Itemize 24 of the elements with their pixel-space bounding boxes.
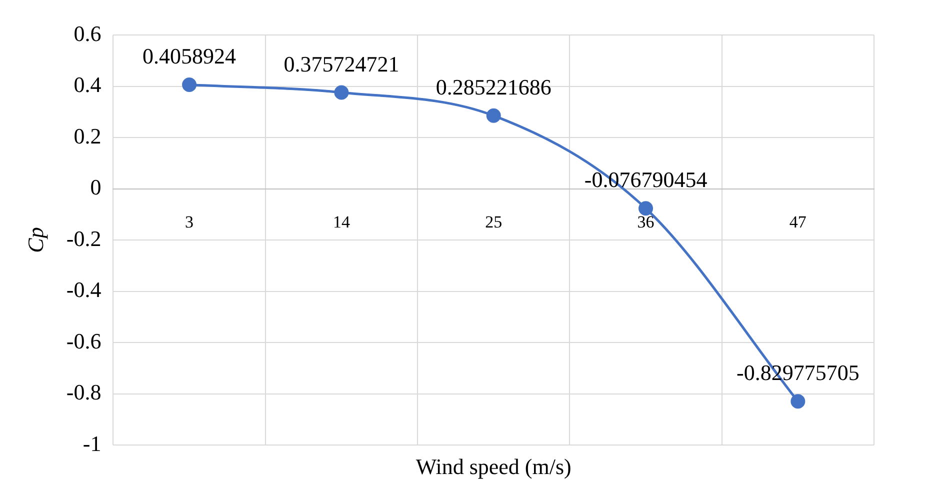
point (334, 85, 349, 100)
x-tick-label: 25 (485, 212, 502, 232)
point (790, 394, 806, 409)
y-tick-label: 0.6 (74, 20, 102, 46)
data-label: 0.285221686 (436, 74, 552, 100)
data-label: 0.4058924 (142, 44, 236, 69)
x-tick-label: 14 (332, 212, 350, 232)
x-axis-title: Wind speed (m/s) (416, 454, 572, 479)
y-tick-label: -0.2 (66, 226, 102, 251)
y-tick-label: 0.2 (74, 123, 102, 148)
point (182, 77, 197, 92)
y-tick-label: -0.6 (66, 328, 102, 354)
y-axis-title: Cp (22, 227, 48, 253)
x-tick-label: 47 (789, 212, 807, 232)
data-label: 0.375724721 (284, 51, 400, 76)
y-tick-label: 0.4 (74, 72, 102, 98)
point (638, 201, 654, 216)
x-tick-label: 3 (185, 212, 194, 232)
y-tick-label: 0 (90, 174, 102, 200)
y-tick-label: -1 (82, 430, 102, 456)
y-tick-label: -0.4 (66, 277, 102, 302)
y-tick-label: -0.8 (66, 380, 102, 405)
point (486, 108, 501, 123)
x-tick-label: 36 (637, 212, 654, 232)
